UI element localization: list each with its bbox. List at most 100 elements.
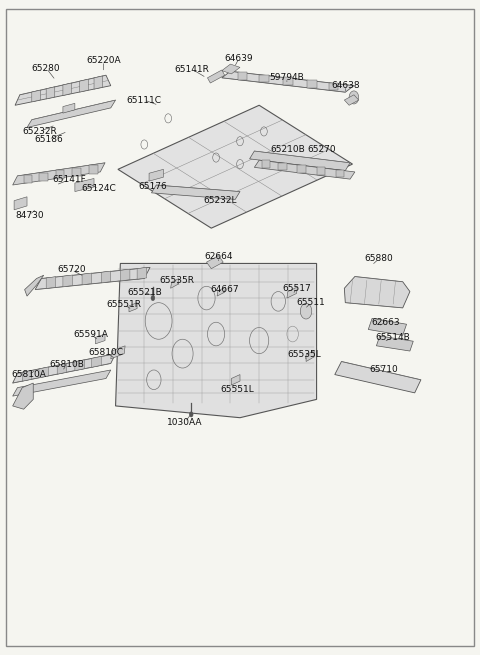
Polygon shape: [14, 196, 27, 210]
Text: 64638: 64638: [331, 81, 360, 90]
Polygon shape: [92, 356, 101, 367]
Polygon shape: [328, 83, 338, 90]
Polygon shape: [129, 303, 137, 312]
Text: 65141F: 65141F: [52, 176, 86, 184]
Text: 64639: 64639: [225, 54, 253, 63]
Polygon shape: [262, 160, 270, 168]
Polygon shape: [344, 95, 359, 105]
Polygon shape: [287, 287, 298, 298]
Polygon shape: [278, 162, 287, 170]
Text: 65514B: 65514B: [376, 333, 410, 342]
Text: 62663: 62663: [372, 318, 400, 327]
Text: 84730: 84730: [15, 210, 44, 219]
Text: 65720: 65720: [57, 265, 86, 274]
Circle shape: [189, 412, 193, 417]
Polygon shape: [89, 165, 98, 174]
Polygon shape: [63, 103, 75, 113]
Text: 65521B: 65521B: [127, 288, 162, 297]
Polygon shape: [335, 362, 421, 393]
Polygon shape: [63, 275, 72, 287]
Polygon shape: [12, 370, 111, 396]
Text: 65810A: 65810A: [11, 370, 46, 379]
Polygon shape: [39, 173, 48, 181]
Polygon shape: [137, 267, 147, 279]
Polygon shape: [217, 287, 226, 296]
Text: 65186: 65186: [34, 135, 63, 143]
Polygon shape: [298, 165, 306, 173]
Polygon shape: [96, 334, 105, 344]
Text: 65270: 65270: [307, 145, 336, 154]
Text: 65210B: 65210B: [271, 145, 305, 154]
Polygon shape: [231, 375, 240, 385]
Polygon shape: [32, 90, 40, 102]
Polygon shape: [15, 75, 111, 105]
Polygon shape: [35, 267, 150, 290]
Text: 65280: 65280: [32, 64, 60, 73]
Polygon shape: [206, 255, 223, 269]
Polygon shape: [307, 80, 317, 88]
Polygon shape: [24, 275, 44, 296]
Polygon shape: [259, 75, 269, 82]
Text: 1030AA: 1030AA: [167, 418, 203, 427]
Polygon shape: [170, 278, 179, 288]
Polygon shape: [336, 170, 344, 178]
Polygon shape: [46, 276, 56, 288]
Polygon shape: [101, 271, 111, 283]
Circle shape: [151, 295, 155, 301]
Text: 65232L: 65232L: [203, 196, 237, 205]
Polygon shape: [57, 364, 67, 374]
Polygon shape: [39, 367, 48, 378]
Polygon shape: [12, 354, 116, 383]
Polygon shape: [118, 105, 352, 228]
Polygon shape: [222, 64, 240, 74]
Polygon shape: [56, 170, 64, 179]
Polygon shape: [116, 263, 317, 418]
Polygon shape: [63, 83, 72, 96]
Polygon shape: [111, 346, 125, 359]
Text: 65220A: 65220A: [86, 56, 121, 66]
Polygon shape: [24, 175, 32, 183]
Circle shape: [300, 303, 312, 319]
Polygon shape: [72, 168, 81, 176]
Polygon shape: [250, 151, 350, 171]
Polygon shape: [27, 100, 116, 128]
Text: 65535R: 65535R: [159, 276, 194, 285]
Text: 65232R: 65232R: [23, 127, 57, 136]
Polygon shape: [80, 79, 88, 92]
Polygon shape: [12, 163, 105, 185]
Text: 65124C: 65124C: [82, 185, 116, 193]
Polygon shape: [376, 336, 413, 351]
Text: 65810B: 65810B: [49, 360, 84, 369]
Polygon shape: [82, 273, 92, 285]
Text: 65111C: 65111C: [127, 96, 162, 105]
Text: 62664: 62664: [204, 252, 233, 261]
Polygon shape: [94, 76, 103, 89]
Text: 65880: 65880: [364, 254, 393, 263]
Polygon shape: [207, 70, 225, 83]
Text: 65551L: 65551L: [221, 385, 254, 394]
Polygon shape: [238, 72, 247, 80]
Text: 65141R: 65141R: [175, 65, 210, 74]
Text: 65535L: 65535L: [288, 350, 322, 360]
Text: 65511: 65511: [297, 298, 325, 307]
Text: 65810C: 65810C: [88, 348, 123, 357]
Polygon shape: [306, 350, 314, 362]
Polygon shape: [149, 170, 163, 181]
Circle shape: [349, 91, 359, 104]
Polygon shape: [283, 77, 293, 85]
Polygon shape: [46, 87, 55, 99]
Text: 65551R: 65551R: [107, 300, 142, 309]
Polygon shape: [75, 178, 94, 191]
Polygon shape: [368, 318, 407, 335]
Polygon shape: [344, 276, 410, 308]
Text: 65517: 65517: [282, 284, 311, 293]
Text: 64667: 64667: [210, 285, 239, 294]
Polygon shape: [120, 269, 130, 281]
Polygon shape: [75, 360, 84, 371]
Text: 65710: 65710: [369, 365, 398, 375]
Polygon shape: [222, 71, 354, 92]
Polygon shape: [254, 160, 355, 179]
Text: 65176: 65176: [139, 183, 167, 191]
Polygon shape: [12, 383, 33, 409]
Polygon shape: [22, 370, 32, 381]
